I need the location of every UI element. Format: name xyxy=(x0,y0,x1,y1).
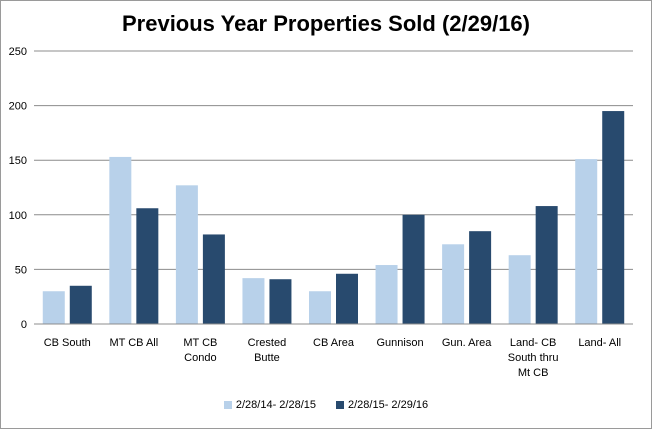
bar-2-2 xyxy=(202,234,225,324)
legend-swatch-1 xyxy=(223,401,232,409)
category-label: Land- All xyxy=(578,337,621,349)
bar-1-7 xyxy=(508,255,531,324)
gridlines xyxy=(34,50,633,270)
legend: 2/28/14- 2/28/15 2/28/15- 2/29/16 xyxy=(1,399,651,411)
y-axis-ticks: 0 50 100 150 200 250 xyxy=(9,46,27,331)
bar-1-2 xyxy=(175,185,198,324)
category-label-line: CB Area xyxy=(313,337,355,349)
bar-2-8 xyxy=(602,111,625,324)
bar-2-3 xyxy=(269,279,292,324)
bar-1-3 xyxy=(242,278,265,324)
category-label: CB Area xyxy=(313,337,355,349)
category-label-line: CB South xyxy=(44,337,91,349)
bar-1-8 xyxy=(575,159,598,324)
bar-1-6 xyxy=(442,244,465,324)
y-tick-label: 250 xyxy=(9,46,27,58)
legend-label-1: 2/28/14- 2/28/15 xyxy=(235,399,316,411)
category-label-line: Crested xyxy=(248,337,287,349)
category-label: Crested Butte xyxy=(248,337,287,364)
category-label-line: Land- CB xyxy=(510,337,556,349)
legend-swatch-2 xyxy=(336,401,344,409)
y-tick-label: 150 xyxy=(9,155,27,167)
category-label-line: Gun. Area xyxy=(442,337,492,349)
bar-2-7 xyxy=(535,206,558,324)
category-label: Gunnison xyxy=(377,337,424,349)
category-label-line: Condo xyxy=(184,352,216,364)
category-label-line: MT CB xyxy=(183,337,217,349)
category-label-line: Land- All xyxy=(578,337,621,349)
bar-2-4 xyxy=(336,273,358,324)
bar-2-0 xyxy=(69,285,92,324)
category-label-line: MT CB All xyxy=(109,337,158,349)
category-label: CB South xyxy=(44,337,91,349)
bar-1-4 xyxy=(309,291,331,324)
category-label-line: Butte xyxy=(254,352,280,364)
chart-title: Previous Year Properties Sold (2/29/16) xyxy=(121,11,530,36)
category-label-line: South thru xyxy=(508,352,559,364)
bar-1-5 xyxy=(375,265,398,324)
legend-label-2: 2/28/15- 2/29/16 xyxy=(348,399,429,411)
y-tick-label: 50 xyxy=(15,264,27,276)
bar-1-1 xyxy=(109,156,132,324)
category-label-line: Gunnison xyxy=(377,337,424,349)
y-tick-label: 0 xyxy=(21,319,27,331)
bar-2-5 xyxy=(402,214,425,324)
category-label: Land- CB South thru Mt CB xyxy=(508,337,559,379)
category-label: Gun. Area xyxy=(442,337,492,349)
y-tick-label: 200 xyxy=(9,101,27,113)
category-label: MT CB All xyxy=(109,337,158,349)
legend-item-1: 2/28/14- 2/28/15 xyxy=(223,399,316,411)
category-label-line: Mt CB xyxy=(518,367,549,379)
bar-2-6 xyxy=(469,231,492,324)
category-label: MT CB Condo xyxy=(183,337,217,364)
bar-1-0 xyxy=(42,291,65,324)
bar-2-1 xyxy=(136,208,159,324)
bars xyxy=(42,111,625,324)
legend-item-2: 2/28/15- 2/29/16 xyxy=(336,399,428,411)
y-tick-label: 100 xyxy=(9,210,27,222)
